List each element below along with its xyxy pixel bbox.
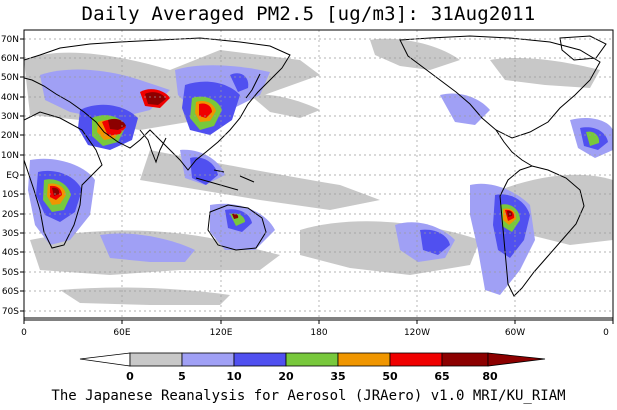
lat-label: 10N [1, 151, 19, 161]
footer-credit: The Japanese Reanalysis for Aerosol (JRA… [51, 388, 566, 404]
colorbar-swatch-6 [389, 352, 443, 367]
level-80-plus-areas [52, 92, 513, 219]
colorbar-swatch-2 [181, 352, 235, 367]
lat-label: 20N [1, 131, 19, 141]
lat-label: 30S [2, 229, 19, 239]
lon-label: 60E [113, 328, 130, 338]
lat-label: 50S [2, 268, 19, 278]
coastline-india [139, 129, 167, 164]
lon-label: 120W [404, 328, 430, 338]
colorbar-label: 10 [226, 370, 242, 383]
colorbar-swatch-7 [441, 352, 489, 367]
colorbar [79, 352, 546, 367]
coastline-south-america [499, 165, 585, 297]
longitude-labels: 0 60E 120E 180 120W 60W 0 [21, 328, 609, 338]
colorbar-label: 80 [482, 370, 498, 383]
coastline-eurasia [24, 37, 291, 171]
colorbar-label: 0 [126, 370, 134, 383]
lat-label: 70N [1, 35, 19, 45]
colorbar-label: 35 [330, 370, 345, 383]
lat-label: 40S [2, 248, 19, 258]
colorbar-label: 20 [278, 370, 294, 383]
coastline-japan [245, 73, 261, 99]
lat-label: EQ [6, 171, 19, 181]
colorbar-swatch-0 [79, 352, 131, 367]
lat-label: 10S [2, 190, 19, 200]
map-title: Daily Averaged PM2.5 [ug/m3]: 31Aug2011 [81, 3, 536, 25]
lat-label: 50N [1, 73, 19, 83]
lat-label: 60S [2, 287, 19, 297]
lat-label: 30N [1, 112, 19, 122]
colorbar-swatch-1 [129, 352, 183, 367]
colorbar-label: 65 [434, 370, 449, 383]
gridlines [24, 30, 613, 320]
concentration-field [24, 38, 613, 305]
coastline-africa [24, 111, 103, 249]
lon-label: 60W [505, 328, 525, 338]
lon-label: 0 [603, 328, 609, 338]
lon-label: 180 [310, 328, 327, 338]
coastlines [24, 35, 613, 319]
coastline-indonesia [195, 169, 255, 191]
colorbar-swatch-4 [285, 352, 339, 367]
colorbar-labels: 0 5 10 20 35 50 65 80 [126, 370, 498, 383]
colorbar-swatch-3 [233, 352, 287, 367]
colorbar-swatch-8 [487, 352, 546, 367]
lat-label: 60N [1, 54, 19, 64]
lat-label: 20S [2, 210, 19, 220]
coastline-australia [207, 204, 267, 251]
colorbar-swatch-5 [337, 352, 391, 367]
latitude-labels: 70N 60N 50N 40N 30N 20N 10N EQ 10S 20S 3… [1, 35, 19, 317]
tick-marks [20, 38, 614, 324]
colorbar-label: 50 [382, 370, 398, 383]
lat-label: 70S [2, 307, 19, 317]
coastline-north-america [399, 35, 601, 139]
colorbar-label: 5 [178, 370, 186, 383]
lon-label: 0 [21, 328, 27, 338]
lat-label: 40N [1, 93, 19, 103]
lon-label: 120E [210, 328, 233, 338]
coastline-central-america [495, 129, 533, 167]
